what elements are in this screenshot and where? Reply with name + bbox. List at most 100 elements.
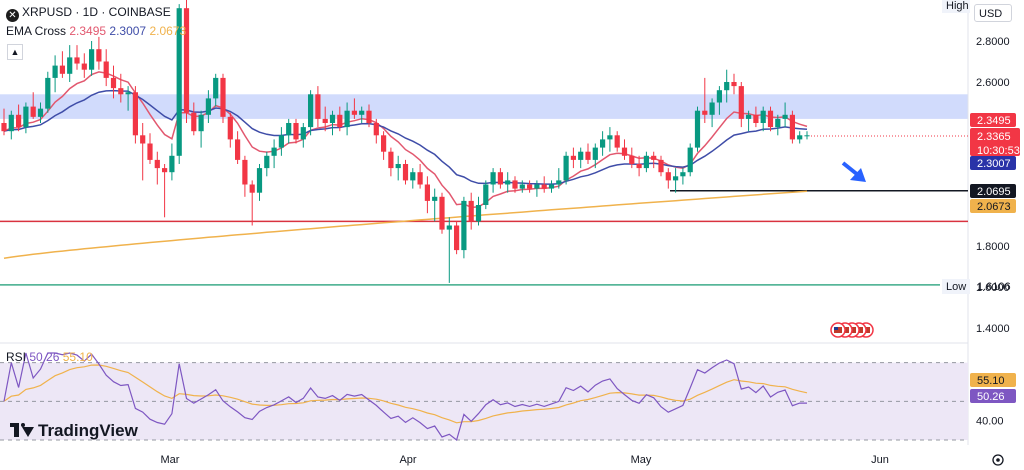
candle	[337, 106, 343, 132]
candle-body	[162, 168, 168, 173]
rsi-value-tag: 50.26	[970, 389, 1016, 403]
candle-body	[760, 110, 766, 123]
candle-body	[578, 151, 584, 160]
candle-body	[475, 205, 482, 222]
candle-body	[585, 151, 591, 160]
candle-body	[52, 65, 58, 78]
candle	[446, 217, 452, 283]
candle-body	[738, 86, 744, 119]
candle-body	[775, 118, 781, 128]
ema-slow-value: 2.3007	[109, 24, 147, 38]
candle-body	[235, 139, 241, 160]
candle-body	[140, 135, 146, 144]
candle	[176, 4, 182, 164]
candle	[432, 188, 438, 222]
candle	[344, 102, 350, 136]
candle-body	[183, 8, 190, 113]
candle-body	[782, 114, 788, 119]
candle-body	[643, 155, 649, 169]
candle	[45, 71, 51, 113]
candle-body	[694, 110, 701, 148]
candle	[570, 147, 576, 169]
rsi-pane	[0, 352, 968, 442]
currency-selector[interactable]: USD	[974, 4, 1012, 22]
rsi-ma-tag: 55.10	[970, 373, 1016, 387]
candle-body	[154, 159, 160, 169]
candle	[724, 69, 730, 103]
candle	[738, 82, 744, 128]
settings-gear-icon	[992, 454, 1004, 466]
ema-slow-price-tag-bg	[970, 156, 1016, 170]
candle	[8, 110, 14, 140]
price-axis: 2.80002.60002.40002.20002.00001.80001.60…	[942, 0, 1020, 428]
ema-fast-price-tag-bg	[970, 113, 1016, 127]
candle-body	[198, 114, 204, 132]
candle-body	[286, 123, 292, 136]
candle	[461, 196, 467, 259]
candle-body	[497, 172, 503, 185]
gear-inner	[996, 458, 1000, 462]
candle-body	[45, 77, 51, 109]
candle-body	[402, 164, 409, 181]
candle	[96, 36, 102, 70]
candle-body	[118, 88, 124, 95]
candle-body	[67, 57, 73, 74]
candle	[183, 0, 190, 123]
collapse-legend-icon[interactable]: ▲	[7, 44, 23, 60]
candle-body	[103, 61, 109, 78]
candle-body	[300, 127, 306, 140]
candle	[293, 118, 299, 144]
candle	[81, 53, 87, 78]
candle-body	[753, 114, 759, 123]
ema-long-price-tag-bg	[970, 199, 1016, 213]
candle	[490, 168, 496, 193]
ema-legend[interactable]: EMA Cross 2.3495 2.3007 2.0673	[6, 24, 186, 38]
candle-body	[797, 135, 803, 140]
candle-body	[351, 110, 357, 115]
candle-body	[74, 57, 80, 64]
ema-slow-price-tag: 2.3007	[970, 156, 1016, 170]
gear-outer	[992, 454, 1004, 466]
candle	[103, 49, 109, 87]
candle	[497, 168, 503, 189]
time-tick-label: May	[631, 454, 652, 466]
candle-body	[329, 114, 336, 123]
candle-body	[665, 172, 671, 181]
candle	[162, 164, 168, 218]
candle-body	[410, 172, 416, 181]
candle-body	[716, 90, 722, 103]
candle-body	[8, 114, 14, 132]
candle-body	[227, 116, 233, 140]
candle-body	[636, 164, 642, 169]
candle-body	[81, 63, 87, 70]
symbol-title[interactable]: ✕ XRPUSD · 1D · COINBASE	[6, 5, 171, 22]
candle-body	[213, 77, 219, 99]
tradingview-logo[interactable]: TradingView	[10, 421, 138, 441]
candle-body	[1, 123, 7, 132]
arrow-head-icon	[850, 168, 866, 182]
candle	[329, 110, 336, 136]
candle	[140, 123, 146, 181]
tradingview-text: TradingView	[38, 421, 138, 440]
current-price-tag: 2.3365 10:30:53	[970, 128, 1020, 157]
candle-body	[527, 184, 533, 189]
candle-body	[110, 77, 117, 89]
candle-body	[125, 92, 131, 95]
candle	[789, 110, 795, 144]
candle-body	[37, 108, 44, 117]
candle	[315, 86, 321, 128]
candle-body	[658, 159, 664, 173]
candle-body	[541, 184, 547, 189]
rsi-legend[interactable]: RSI 50.26 55.10	[6, 350, 93, 364]
candle	[67, 45, 73, 82]
candle	[519, 180, 525, 193]
candle	[548, 180, 555, 193]
candle	[782, 102, 788, 128]
candle	[592, 143, 598, 169]
candle	[651, 151, 657, 169]
candle-body	[651, 155, 657, 160]
event-flags	[830, 322, 874, 338]
ema-fast-value: 2.3495	[69, 24, 107, 38]
candle	[359, 106, 365, 123]
candle	[673, 168, 679, 193]
